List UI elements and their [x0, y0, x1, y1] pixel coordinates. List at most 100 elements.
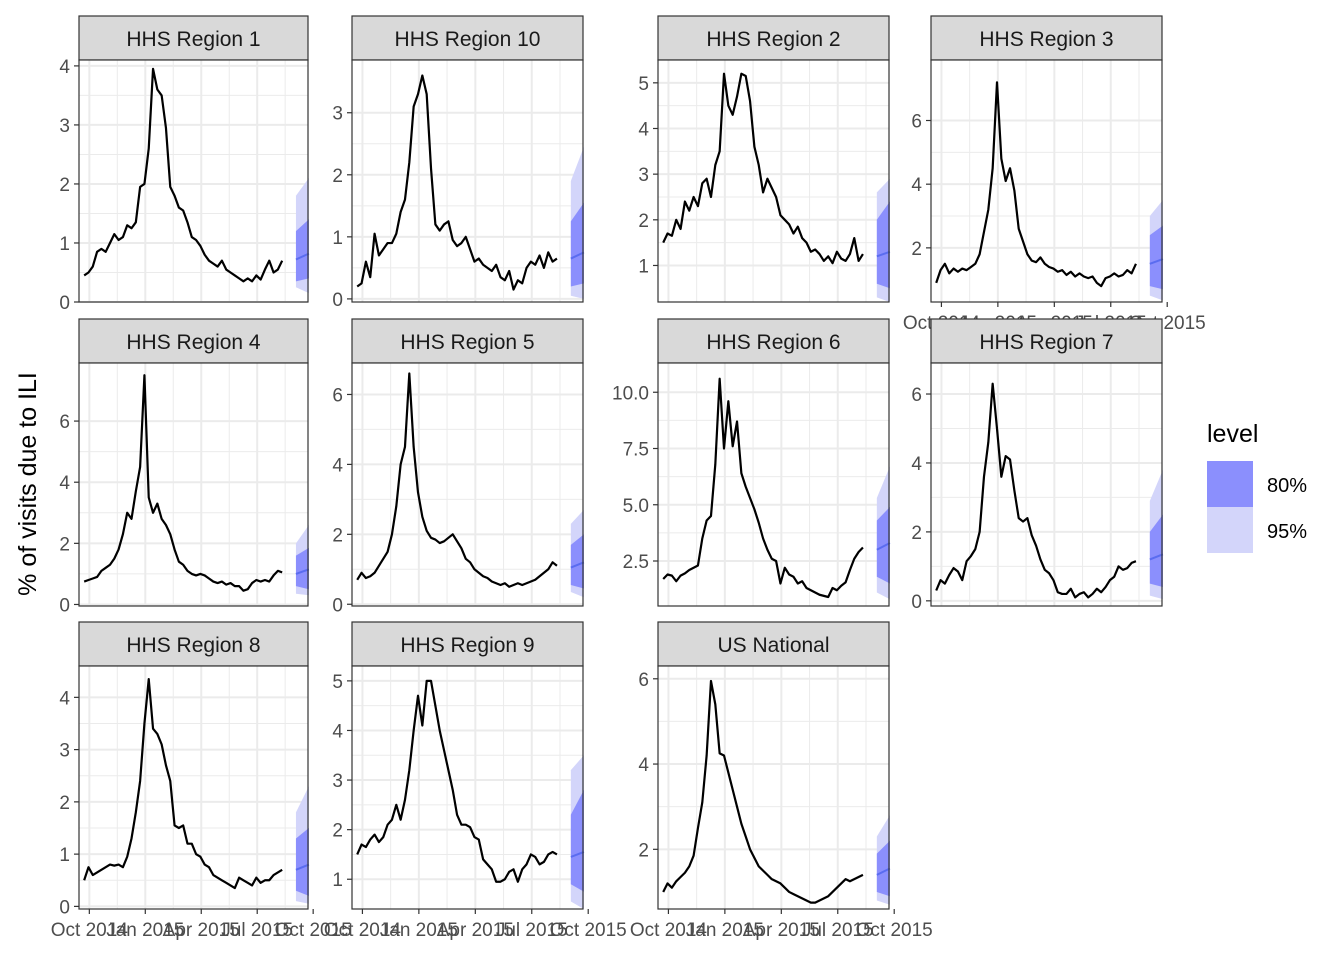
y-tick-label: 0 [911, 592, 922, 613]
observed-series-line [662, 679, 864, 904]
y-tick-label: 6 [911, 112, 922, 133]
facet-strip [657, 318, 890, 364]
forecast-80-band [1149, 514, 1163, 588]
y-tick-label: 0 [59, 293, 70, 314]
y-axis-title: % of visits due to ILI [14, 372, 42, 596]
forecast-mean-line [876, 542, 891, 551]
facet-strip-label: HHS Region 7 [979, 331, 1113, 354]
observed-series-line [662, 72, 864, 265]
y-tick-label: 5.0 [623, 496, 649, 517]
forecast-80-band [295, 547, 309, 590]
facet-strip [351, 621, 584, 667]
panel-hhs-region-1: HHS Region 1 0 1 2 3 4 [59, 15, 310, 314]
panel-border [78, 59, 309, 303]
observed-series-line [935, 382, 1137, 599]
y-tick-label: 4 [638, 119, 649, 140]
forecast-mean-line [570, 851, 585, 858]
y-tick-label: 2 [638, 211, 649, 232]
legend-label-95: 95% [1267, 521, 1307, 543]
forecast-80-band [295, 828, 309, 896]
panel-background [79, 363, 308, 606]
x-tick-label: Oct 2015 [856, 920, 933, 941]
y-tick-label: 6 [638, 670, 649, 691]
facet-strip-label: HHS Region 9 [400, 634, 534, 657]
panel-border [351, 665, 584, 910]
facet-strip [351, 318, 584, 364]
forecast-mean-line [1149, 258, 1164, 265]
legend-key-80 [1207, 461, 1253, 507]
y-tick-label: 5 [638, 74, 649, 95]
y-tick-label: 1 [638, 256, 649, 277]
y-tick-label: 2 [332, 166, 343, 187]
forecast-mean-line [570, 251, 585, 260]
facet-strip [930, 318, 1163, 364]
panel-border [657, 665, 890, 910]
facet-strip [351, 15, 584, 61]
y-tick-label: 6 [911, 385, 922, 406]
y-tick-label: 0 [332, 595, 343, 616]
y-tick-label: 2 [59, 175, 70, 196]
facet-strip-label: US National [717, 634, 829, 657]
x-tick-label: Jul 2015 [496, 920, 568, 941]
panel-hhs-region-2: HHS Region 2 1 2 3 4 5 [638, 15, 891, 303]
forecast-mean-line [570, 561, 585, 569]
y-tick-label: 2 [911, 523, 922, 544]
y-tick-label: 10.0 [612, 383, 649, 404]
panel-border [930, 59, 1163, 303]
forecast-80-band [1149, 225, 1163, 290]
forecast-80-band [570, 202, 584, 287]
forecast-80-band [876, 201, 890, 289]
forecast-80-band [570, 789, 584, 892]
y-tick-label: 1 [332, 870, 343, 891]
y-tick-label: 1 [59, 234, 70, 255]
y-tick-label: 3 [332, 104, 343, 125]
forecast-mean-line [295, 252, 310, 261]
forecast-mean-line [295, 863, 310, 871]
facet-strip-label: HHS Region 4 [126, 331, 261, 354]
facet-strip [657, 621, 890, 667]
forecast-mean-line [295, 568, 310, 575]
panel-border [351, 362, 584, 607]
y-tick-label: 2.5 [623, 552, 649, 573]
panel-border [930, 362, 1163, 607]
y-tick-label: 3 [59, 741, 70, 762]
y-tick-label: 2 [332, 525, 343, 546]
facet-strip-label: HHS Region 5 [400, 331, 534, 354]
facet-strip [78, 15, 309, 61]
facet-strip [657, 15, 890, 61]
panel-background [352, 60, 583, 302]
y-tick-label: 3 [332, 771, 343, 792]
y-tick-label: 0 [59, 897, 70, 918]
y-tick-label: 2 [59, 534, 70, 555]
y-tick-label: 3 [638, 165, 649, 186]
y-tick-label: 6 [332, 385, 343, 406]
observed-series-line [935, 81, 1137, 288]
observed-series-line [662, 377, 864, 599]
panel-background [79, 666, 308, 909]
panel-border [351, 59, 584, 303]
observed-series-line [356, 372, 558, 588]
y-tick-label: 2 [638, 840, 649, 861]
y-tick-label: 4 [638, 755, 649, 776]
panel-border [78, 665, 309, 910]
panel-hhs-region-10: HHS Region 10 0 1 2 3 [332, 15, 585, 311]
legend-key-95 [1207, 507, 1253, 553]
observed-series-line [356, 679, 558, 883]
x-tick-label: Jul 2015 [221, 920, 293, 941]
y-tick-label: 4 [332, 455, 343, 476]
observed-series-line [83, 677, 283, 890]
facet-strip-label: HHS Region 10 [395, 28, 541, 51]
x-tick-label: Apr 2015 [437, 920, 514, 941]
y-tick-label: 2 [59, 793, 70, 814]
y-tick-label: 1 [332, 228, 343, 249]
x-tick-label: Oct 2015 [550, 920, 627, 941]
x-tick-label: Jan 2015 [106, 920, 184, 941]
y-tick-label: 4 [911, 454, 922, 475]
legend: level 80% 95% [1207, 420, 1307, 553]
